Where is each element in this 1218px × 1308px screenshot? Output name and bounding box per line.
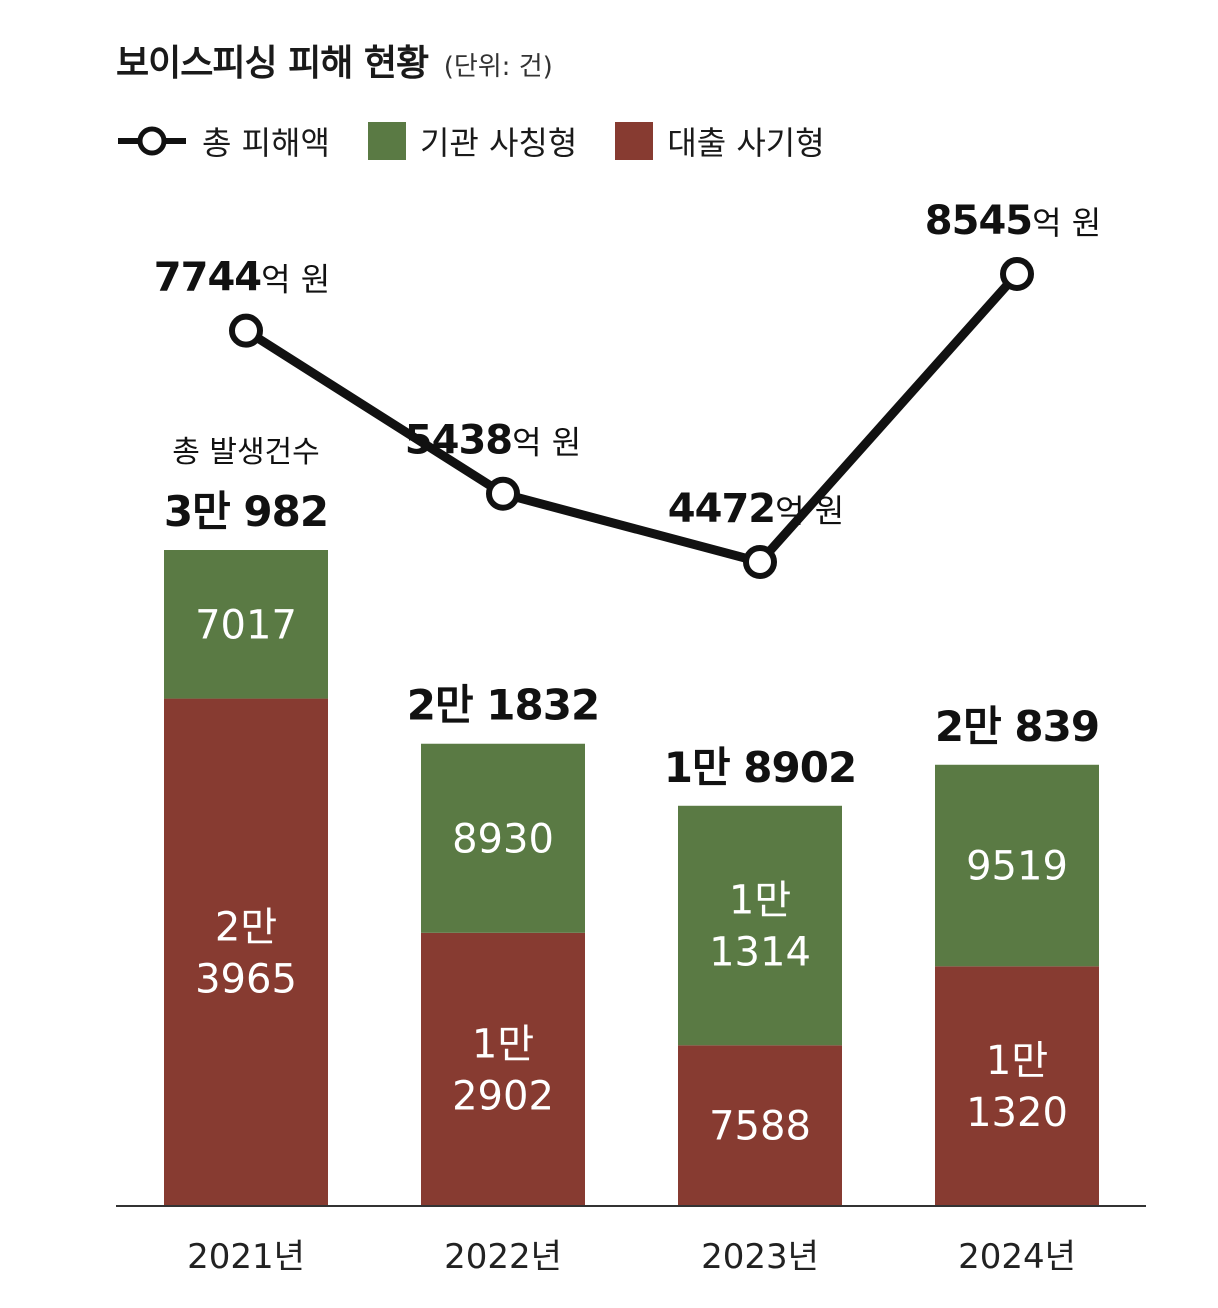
total-label-2: 2만 1832 [407, 681, 599, 730]
data-label-impersonation-4-line-1: 9519 [966, 844, 1068, 890]
legend-label-total-damage: 총 피해액 [202, 124, 330, 162]
legend-label-impersonation: 기관 사칭형 [419, 124, 578, 162]
legend-swatch-impersonation [367, 122, 406, 160]
chart-title-text: 보이스피싱 피해 현황 [116, 43, 429, 84]
bar-loan-fraud-4 [935, 966, 1099, 1206]
bar-loan-fraud-3 [678, 1045, 842, 1206]
line-point-2 [486, 476, 520, 511]
legend-item-total-damage: 총 피해액 [116, 118, 330, 164]
bar-impersonation-4 [935, 764, 1099, 967]
data-label-loan-fraud-2-line-1: 1만 [472, 1021, 534, 1067]
bar-impersonation-2 [421, 743, 585, 933]
line-value-label-1: 7744억 원 [154, 255, 330, 301]
data-label-loan-fraud-1-line-2: 3965 [195, 956, 297, 1002]
line-point-1 [229, 313, 263, 348]
line-point-3 [743, 545, 777, 579]
total-label-1: 3만 982 [164, 487, 328, 536]
x-tick-label-2: 2022년 [444, 1237, 562, 1277]
data-label-loan-fraud-4-line-1: 1만 [986, 1038, 1048, 1084]
total-caption: 총 발생건수 [172, 435, 320, 470]
line-point-4 [1000, 257, 1034, 291]
legend-item-impersonation: 기관 사칭형 [367, 118, 578, 164]
bar-loan-fraud-2 [421, 932, 585, 1206]
data-label-loan-fraud-3-line-1: 7588 [709, 1104, 811, 1150]
legend-item-loan-fraud: 대출 사기형 [615, 118, 825, 164]
x-tick-label-4: 2024년 [958, 1237, 1076, 1277]
line-value-label-2: 5438억 원 [405, 418, 581, 464]
legend-swatch-loan-fraud [615, 122, 654, 160]
line-marker-icon [118, 126, 186, 156]
line-total-damage [243, 271, 1021, 567]
total-label-4: 2만 839 [935, 702, 1099, 751]
legend-label-loan-fraud: 대출 사기형 [667, 124, 825, 162]
data-label-impersonation-2-line-1: 8930 [452, 816, 554, 862]
total-label-3: 1만 8902 [664, 743, 856, 792]
x-tick-label-1: 2021년 [187, 1237, 305, 1277]
data-label-impersonation-1-line-1: 7017 [195, 602, 297, 648]
data-label-loan-fraud-4-line-2: 1320 [966, 1090, 1068, 1136]
data-label-loan-fraud-2-line-2: 2902 [452, 1073, 554, 1119]
data-label-loan-fraud-1-line-1: 2만 [215, 904, 277, 950]
data-label-impersonation-3-line-2: 1314 [709, 930, 811, 976]
bar-impersonation-1 [164, 550, 328, 699]
line-value-label-4: 8545억 원 [925, 198, 1101, 244]
line-value-label-3: 4472억 원 [668, 486, 844, 532]
chart-title: 보이스피싱 피해 현황 (단위: 건) [116, 34, 553, 86]
chart-unit-label: (단위: 건) [443, 52, 553, 82]
chart-legend: 총 피해액 기관 사칭형 대출 사기형 [116, 118, 863, 164]
bar-loan-fraud-1 [164, 698, 328, 1206]
x-tick-label-3: 2023년 [701, 1237, 819, 1277]
bar-impersonation-3 [678, 805, 842, 1046]
data-label-impersonation-3-line-1: 1만 [729, 878, 791, 924]
